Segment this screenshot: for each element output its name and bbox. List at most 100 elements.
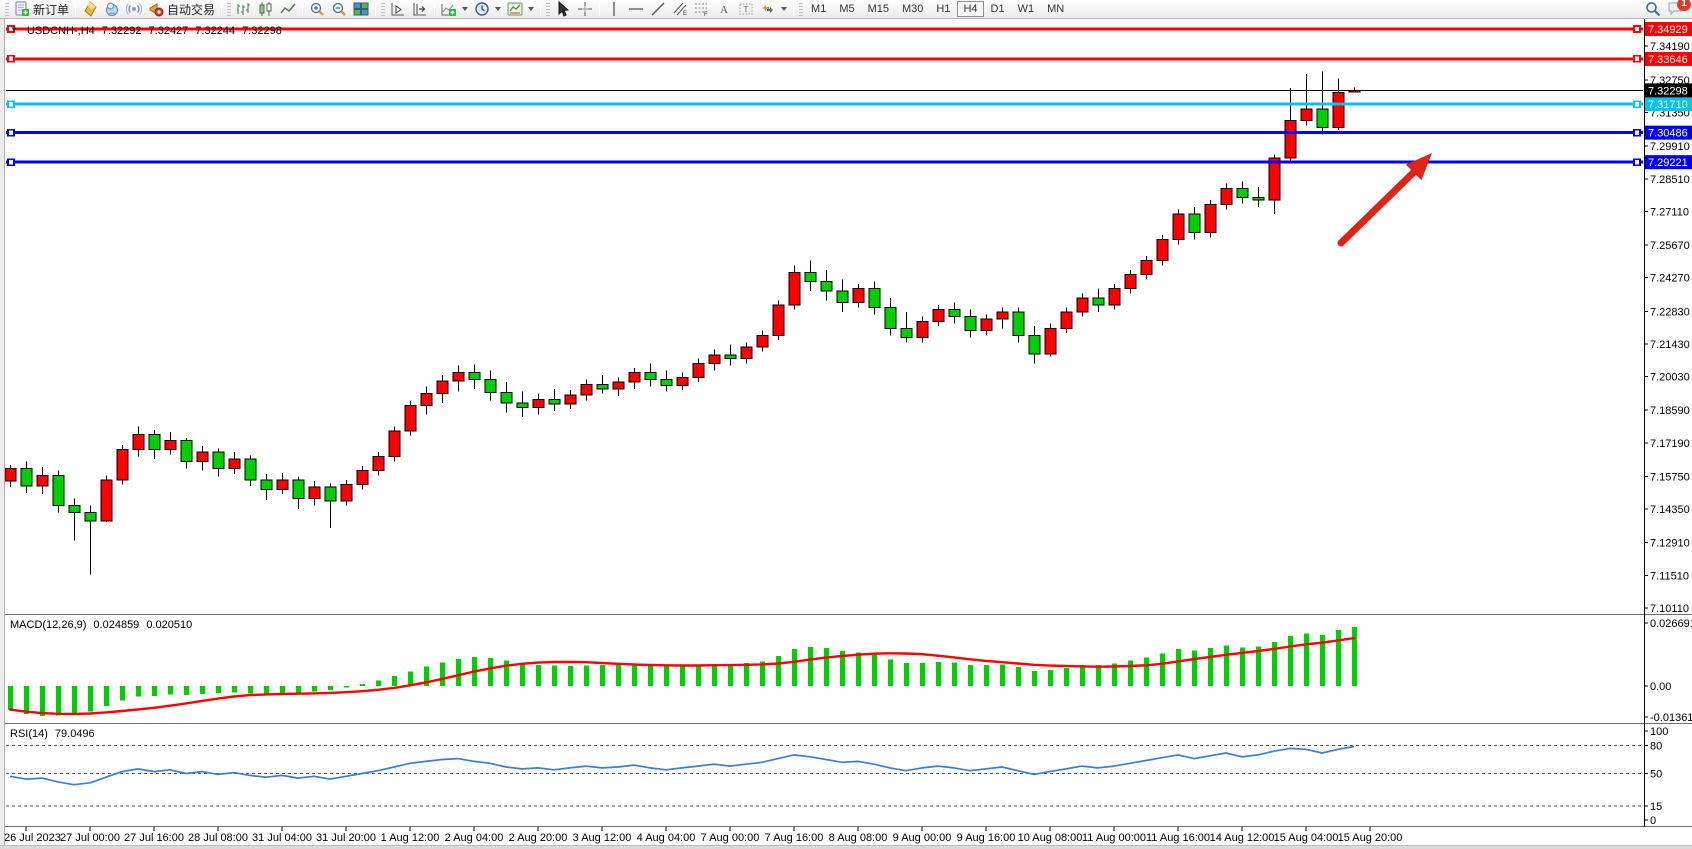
timeframe-M1[interactable]: M1 [811, 3, 827, 15]
timeframe-M30[interactable]: M30 [902, 3, 924, 15]
candle-body [836, 290, 849, 304]
zoom-in-button[interactable] [306, 1, 328, 18]
macd-histogram-bar [1352, 627, 1357, 686]
chart-title-dropdown-icon[interactable]: ▼ [10, 25, 18, 34]
crosshair-tool-button[interactable] [574, 1, 596, 18]
periods-button[interactable] [471, 1, 504, 18]
candle-body [68, 505, 81, 514]
fibonacci-tool-button[interactable]: F [691, 1, 713, 18]
candle-body [516, 402, 529, 409]
horizontal-line-icon [628, 1, 644, 17]
text-tool-button[interactable]: A [713, 1, 735, 18]
timeframe-W1[interactable]: W1 [1017, 3, 1035, 15]
candle-body [804, 271, 817, 283]
timeframe-D1[interactable]: D1 [990, 3, 1005, 15]
notifications-button[interactable]: 1 [1667, 0, 1691, 19]
rsi-tick-label: 50 [1650, 769, 1662, 781]
auto-trading-label: 自动交易 [167, 2, 216, 17]
candle-body [948, 309, 961, 318]
candle-body [1060, 311, 1073, 329]
candle-body [132, 433, 145, 451]
candle-body [916, 320, 929, 339]
macd-histogram-bar [184, 686, 189, 695]
timeframe-M5[interactable]: M5 [839, 3, 855, 15]
bar-chart-mode-button[interactable] [233, 1, 255, 18]
candle-body [596, 383, 609, 390]
macd-tick-label: 0.00 [1650, 681, 1671, 693]
candle-body [1172, 213, 1185, 241]
macd-histogram-bar [632, 664, 637, 686]
candle-body [100, 479, 113, 522]
macd-histogram-bar [392, 676, 397, 686]
macd-histogram-bar [712, 663, 717, 686]
zoom-out-button[interactable] [328, 1, 350, 18]
candle-body [244, 458, 257, 481]
macd-histogram-bar [520, 663, 525, 686]
macd-histogram-bar [1336, 630, 1341, 686]
macd-histogram-bar [216, 686, 221, 694]
community-button[interactable] [101, 1, 123, 18]
line-handle[interactable] [1633, 100, 1641, 108]
cursor-tool-button[interactable] [552, 1, 574, 18]
date-label: 14 Aug 12:00 [1210, 832, 1275, 844]
trendline-icon [650, 1, 666, 17]
candle-body [820, 281, 833, 292]
date-label: 9 Aug 16:00 [957, 832, 1016, 844]
macd-histogram-bar [776, 656, 781, 686]
annotation-arrow-head[interactable] [1405, 153, 1432, 181]
signals-button[interactable] [123, 1, 145, 18]
auto-trading-button[interactable]: 自动交易 [145, 1, 218, 18]
timeframe-M15[interactable]: M15 [867, 3, 889, 15]
indicators-button[interactable] [438, 1, 471, 18]
line-handle[interactable] [7, 55, 15, 63]
text-icon: A [716, 1, 732, 17]
label-tool-button[interactable]: T [735, 1, 757, 18]
candle-body [1220, 187, 1233, 206]
timeframe-H1[interactable]: H1 [936, 3, 951, 15]
svg-text:E: E [683, 11, 687, 17]
candlestick-mode-button[interactable] [255, 1, 277, 18]
line-handle[interactable] [1633, 128, 1641, 137]
line-handle[interactable] [7, 25, 15, 33]
candle-body [500, 391, 513, 404]
chart-shift-button[interactable] [409, 1, 431, 18]
line-handle[interactable] [7, 128, 15, 137]
macd-histogram-bar [8, 686, 13, 710]
channel-tool-button[interactable]: E [669, 1, 691, 18]
price-tick-label: 7.22830 [1650, 306, 1690, 318]
candle-body [180, 439, 193, 462]
trendline-tool-button[interactable] [647, 1, 669, 18]
line-chart-mode-button[interactable] [277, 1, 299, 18]
templates-button[interactable] [504, 1, 537, 18]
line-handle[interactable] [1633, 55, 1641, 63]
line-handle[interactable] [1633, 25, 1641, 33]
price-badge [1645, 125, 1692, 140]
annotation-arrow-shaft[interactable] [1337, 168, 1418, 247]
vertical-line-tool-button[interactable] [603, 1, 625, 18]
styler-button[interactable] [79, 1, 101, 18]
date-label: 3 Aug 12:00 [573, 832, 632, 844]
macd-histogram-bar [296, 686, 301, 694]
line-handle[interactable] [7, 100, 15, 108]
macd-histogram-bar [504, 660, 509, 686]
auto-scroll-button[interactable] [387, 1, 409, 18]
date-label: 31 Jul 04:00 [252, 832, 312, 844]
line-handle[interactable] [7, 158, 15, 166]
candle-body [612, 381, 625, 390]
macd-histogram-bar [1144, 657, 1149, 686]
line-handle[interactable] [1633, 158, 1641, 166]
timeframe-H4[interactable]: H4 [957, 1, 984, 17]
new-order-button[interactable]: 新订单 [11, 1, 72, 18]
timeframe-MN[interactable]: MN [1047, 3, 1065, 15]
search-icon[interactable] [1645, 1, 1661, 17]
crosshair-icon [577, 1, 593, 17]
candle-body [964, 316, 977, 332]
price-badge-label: 7.30486 [1648, 128, 1688, 140]
horizontal-line-tool-button[interactable] [625, 1, 647, 18]
arrows-tool-button[interactable] [757, 1, 790, 18]
candle-body [1204, 204, 1217, 234]
equidistant-channel-icon: E [672, 1, 688, 17]
tile-windows-button[interactable] [350, 1, 372, 18]
macd-histogram-bar [1080, 664, 1085, 686]
